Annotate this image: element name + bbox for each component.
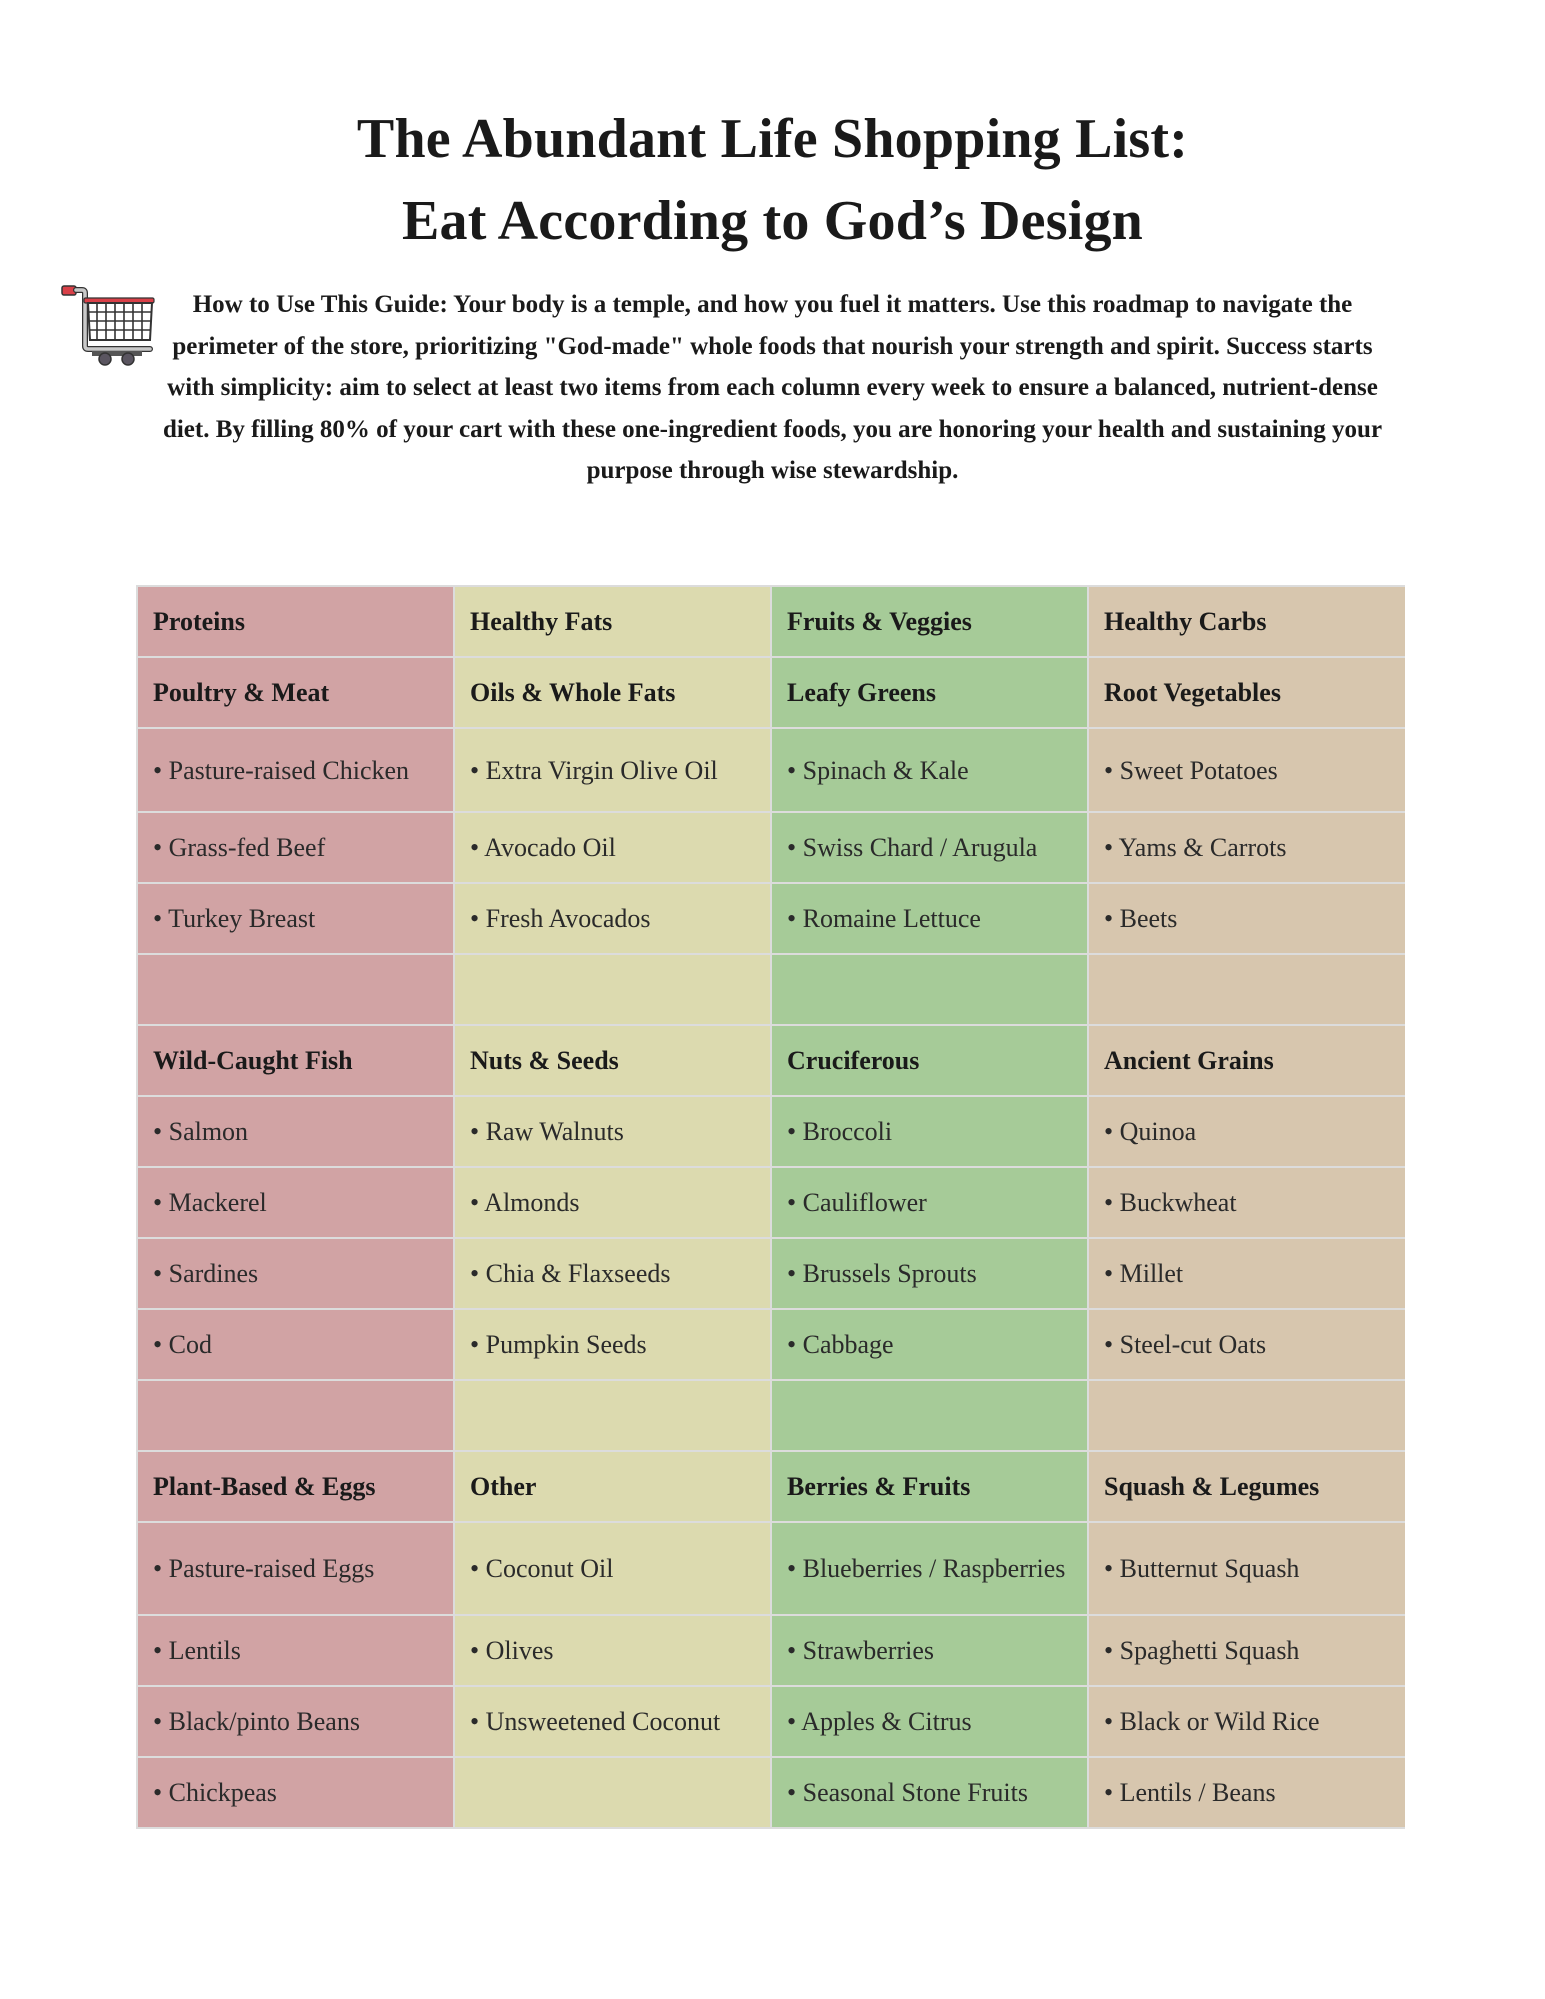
list-item: • Butternut Squash — [1089, 1523, 1405, 1614]
shopping-cart-icon — [61, 285, 155, 366]
list-item: • Cauliflower — [772, 1168, 1087, 1237]
list-item: • Extra Virgin Olive Oil — [455, 729, 770, 811]
shopping-list-table: Proteins Healthy Fats Fruits & Veggies H… — [136, 585, 1405, 1829]
list-item: • Quinoa — [1089, 1097, 1405, 1166]
list-item: • Blueberries / Raspberries — [772, 1523, 1087, 1614]
list-item: • Sweet Potatoes — [1089, 729, 1405, 811]
column-header-fruits-veggies: Fruits & Veggies — [772, 587, 1087, 656]
list-item: • Cod — [138, 1310, 453, 1379]
list-item: • Fresh Avocados — [455, 884, 770, 953]
list-item: • Lentils — [138, 1616, 453, 1685]
subheading: Other — [455, 1452, 770, 1521]
list-item: • Mackerel — [138, 1168, 453, 1237]
spacer-cell — [455, 955, 770, 1024]
subheading: Cruciferous — [772, 1026, 1087, 1095]
spacer-cell — [1089, 955, 1405, 1024]
list-item: • Black/pinto Beans — [138, 1687, 453, 1756]
list-item: • Seasonal Stone Fruits — [772, 1758, 1087, 1827]
subheading: Berries & Fruits — [772, 1452, 1087, 1521]
spacer-cell — [1089, 1381, 1405, 1450]
subheading: Squash & Legumes — [1089, 1452, 1405, 1521]
subheading: Ancient Grains — [1089, 1026, 1405, 1095]
list-item: • Salmon — [138, 1097, 453, 1166]
list-item: • Pasture-raised Chicken — [138, 729, 453, 811]
list-item: • Spinach & Kale — [772, 729, 1087, 811]
list-item: • Yams & Carrots — [1089, 813, 1405, 882]
page-title-line-2: Eat According to God’s Design — [401, 190, 1144, 252]
list-item: • Swiss Chard / Arugula — [772, 813, 1087, 882]
list-item: • Steel-cut Oats — [1089, 1310, 1405, 1379]
list-item: • Spaghetti Squash — [1089, 1616, 1405, 1685]
list-item: • Black or Wild Rice — [1089, 1687, 1405, 1756]
list-item: • Cabbage — [772, 1310, 1087, 1379]
list-item: • Grass-fed Beef — [138, 813, 453, 882]
list-item: • Apples & Citrus — [772, 1687, 1087, 1756]
subheading: Leafy Greens — [772, 658, 1087, 727]
list-item: • Strawberries — [772, 1616, 1087, 1685]
list-item: • Chia & Flaxseeds — [455, 1239, 770, 1308]
subheading: Wild-Caught Fish — [138, 1026, 453, 1095]
list-item: • Chickpeas — [138, 1758, 453, 1827]
list-item: • Avocado Oil — [455, 813, 770, 882]
spacer-cell — [138, 955, 453, 1024]
spacer-cell — [772, 955, 1087, 1024]
column-header-proteins: Proteins — [138, 587, 453, 656]
intro-paragraph: How to Use This Guide: Your body is a te… — [162, 291, 1383, 484]
subheading: Oils & Whole Fats — [455, 658, 770, 727]
subheading: Poultry & Meat — [138, 658, 453, 727]
list-item: • Raw Walnuts — [455, 1097, 770, 1166]
list-item: • Sardines — [138, 1239, 453, 1308]
list-item: • Romaine Lettuce — [772, 884, 1087, 953]
page-title-line-1: The Abundant Life Shopping List: — [356, 108, 1189, 170]
subheading: Nuts & Seeds — [455, 1026, 770, 1095]
list-item: • Brussels Sprouts — [772, 1239, 1087, 1308]
subheading: Root Vegetables — [1089, 658, 1405, 727]
list-item: • Pasture-raised Eggs — [138, 1523, 453, 1614]
spacer-cell — [772, 1381, 1087, 1450]
column-header-healthy-carbs: Healthy Carbs — [1089, 587, 1405, 656]
list-item: • Buckwheat — [1089, 1168, 1405, 1237]
list-item: • Millet — [1089, 1239, 1405, 1308]
list-item-empty — [455, 1758, 770, 1827]
list-item: • Pumpkin Seeds — [455, 1310, 770, 1379]
column-header-healthy-fats: Healthy Fats — [455, 587, 770, 656]
list-item: • Lentils / Beans — [1089, 1758, 1405, 1827]
spacer-cell — [455, 1381, 770, 1450]
list-item: • Olives — [455, 1616, 770, 1685]
list-item: • Coconut Oil — [455, 1523, 770, 1614]
spacer-cell — [138, 1381, 453, 1450]
list-item: • Almonds — [455, 1168, 770, 1237]
list-item: • Turkey Breast — [138, 884, 453, 953]
list-item: • Unsweetened Coconut — [455, 1687, 770, 1756]
list-item: • Beets — [1089, 884, 1405, 953]
list-item: • Broccoli — [772, 1097, 1087, 1166]
subheading: Plant-Based & Eggs — [138, 1452, 453, 1521]
